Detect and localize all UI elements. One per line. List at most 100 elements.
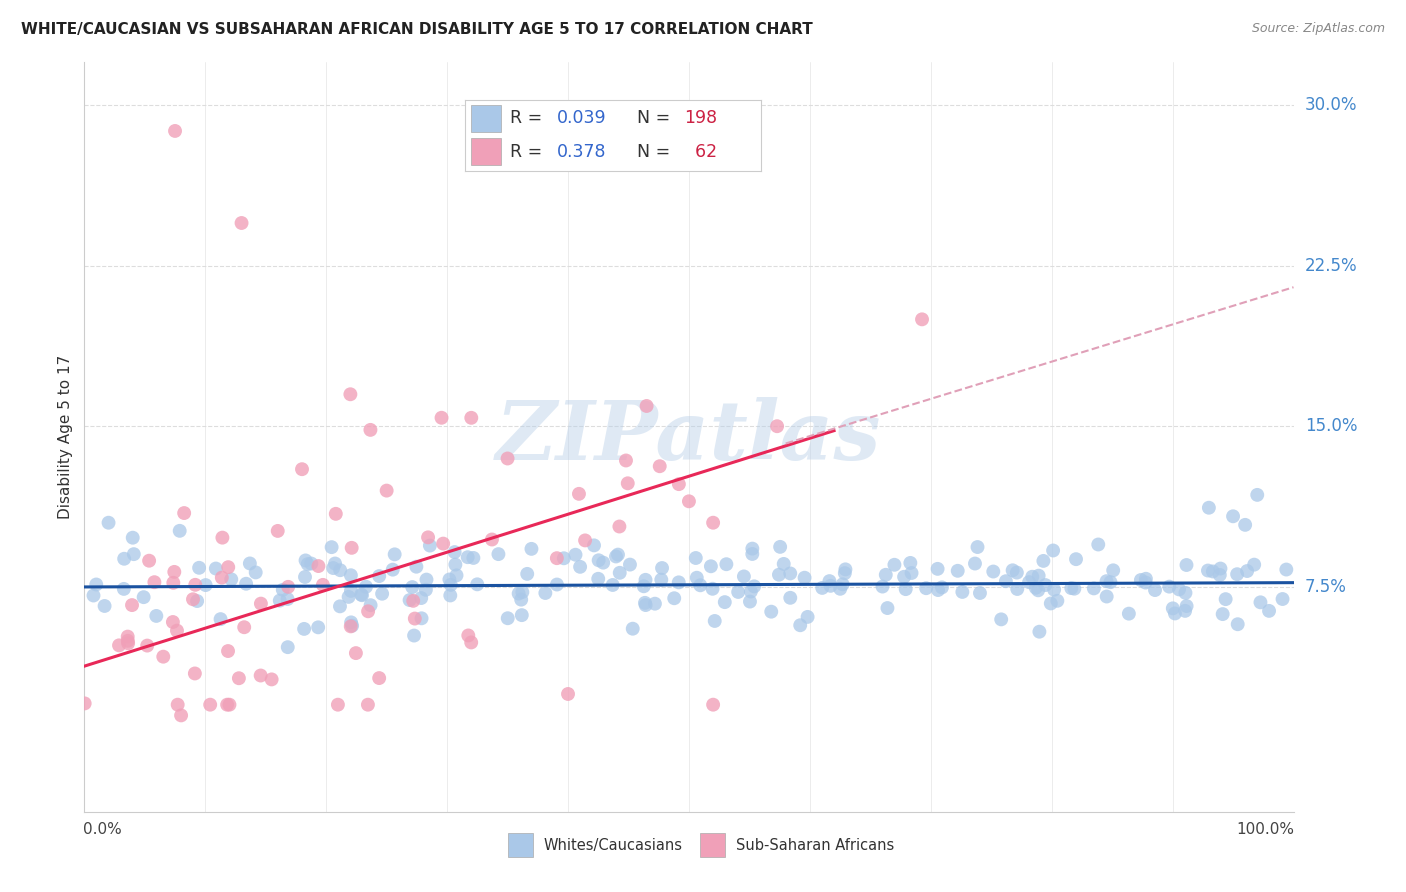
Point: [419, 539, 441, 553]
Point: [430, 410, 453, 425]
Point: [405, 559, 427, 574]
Point: [321, 540, 343, 554]
Point: [738, 594, 761, 608]
Point: [789, 618, 811, 632]
Point: [634, 596, 657, 610]
Point: [152, 649, 174, 664]
Point: [404, 628, 426, 642]
Point: [496, 611, 519, 625]
Point: [1202, 565, 1225, 579]
Point: [534, 586, 557, 600]
Point: [444, 558, 467, 572]
Text: 7.5%: 7.5%: [1305, 578, 1347, 596]
Point: [1135, 572, 1157, 586]
Point: [702, 698, 724, 712]
Text: 30.0%: 30.0%: [1305, 96, 1357, 114]
Point: [432, 536, 454, 550]
Point: [231, 216, 253, 230]
Point: [112, 551, 135, 566]
Point: [375, 483, 398, 498]
Point: [619, 558, 641, 572]
Point: [1005, 566, 1028, 580]
Point: [1007, 582, 1029, 596]
Point: [299, 557, 322, 571]
Point: [186, 594, 208, 608]
Point: [609, 566, 631, 580]
Point: [233, 620, 256, 634]
Point: [811, 581, 834, 595]
Point: [609, 519, 631, 533]
Point: [648, 459, 671, 474]
Point: [217, 644, 239, 658]
Point: [481, 533, 503, 547]
Point: [582, 538, 605, 552]
Point: [1102, 563, 1125, 577]
Point: [162, 575, 184, 590]
Point: [1226, 617, 1249, 632]
Point: [291, 462, 314, 476]
Text: 0.0%: 0.0%: [83, 822, 122, 838]
Point: [702, 582, 724, 596]
Point: [340, 615, 363, 630]
Point: [883, 558, 905, 572]
Point: [219, 572, 242, 586]
Point: [1275, 562, 1298, 576]
Point: [344, 646, 367, 660]
Point: [73, 697, 96, 711]
Point: [1087, 537, 1109, 551]
Point: [250, 597, 273, 611]
Point: [121, 598, 143, 612]
Point: [875, 567, 897, 582]
Point: [371, 587, 394, 601]
Point: [557, 687, 579, 701]
Point: [966, 540, 988, 554]
Point: [1064, 552, 1087, 566]
Point: [329, 563, 352, 577]
Point: [277, 640, 299, 655]
Point: [145, 609, 167, 624]
Point: [741, 547, 763, 561]
Point: [415, 582, 437, 597]
Point: [796, 610, 818, 624]
Point: [337, 590, 360, 604]
Point: [689, 578, 711, 592]
Point: [1212, 607, 1234, 621]
Point: [457, 550, 479, 565]
Point: [713, 595, 735, 609]
Point: [1249, 595, 1271, 609]
Point: [768, 567, 790, 582]
Point: [1215, 592, 1237, 607]
Point: [245, 566, 267, 580]
Point: [340, 618, 363, 632]
Point: [446, 568, 468, 582]
Point: [636, 399, 658, 413]
Point: [82, 589, 104, 603]
Point: [486, 547, 509, 561]
Point: [686, 571, 709, 585]
Point: [205, 561, 228, 575]
Point: [416, 530, 439, 544]
Text: Source: ZipAtlas.com: Source: ZipAtlas.com: [1251, 22, 1385, 36]
Point: [946, 564, 969, 578]
Point: [350, 588, 373, 602]
Point: [678, 494, 700, 508]
Point: [359, 423, 381, 437]
Point: [1095, 590, 1118, 604]
Point: [117, 633, 139, 648]
Point: [117, 630, 139, 644]
Point: [294, 553, 316, 567]
Point: [668, 575, 690, 590]
Point: [898, 556, 921, 570]
Point: [994, 574, 1017, 589]
Point: [1222, 509, 1244, 524]
Point: [586, 572, 609, 586]
Point: [634, 598, 657, 612]
Point: [700, 559, 723, 574]
Point: [339, 387, 361, 401]
Point: [969, 586, 991, 600]
Point: [733, 569, 755, 583]
Point: [779, 566, 801, 581]
Point: [217, 698, 239, 712]
Text: ZIPatlas: ZIPatlas: [496, 397, 882, 477]
Point: [1175, 599, 1198, 613]
